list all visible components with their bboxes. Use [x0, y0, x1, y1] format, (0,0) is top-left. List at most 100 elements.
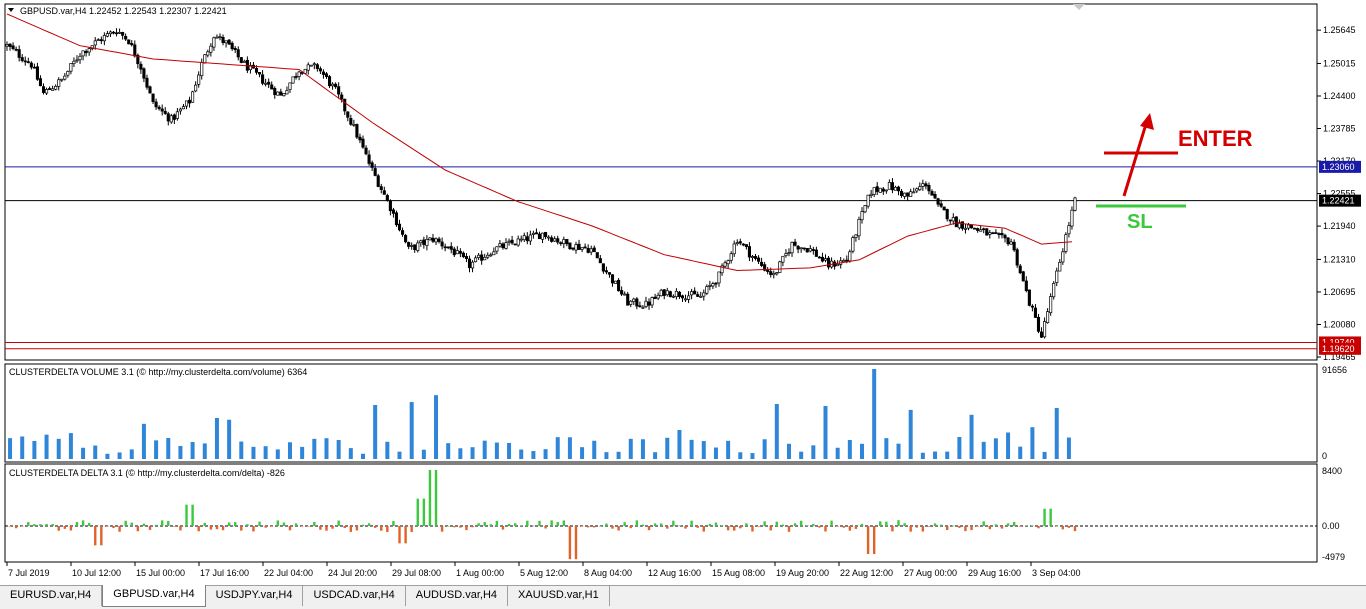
- volume-bar: [458, 448, 463, 459]
- candle-body: [957, 222, 961, 229]
- candlestick-series: [5, 28, 1077, 339]
- delta-bar: [982, 521, 985, 526]
- candle-body: [595, 252, 599, 259]
- candle-body: [455, 250, 459, 255]
- delta-bar: [903, 523, 906, 526]
- candle-body: [553, 238, 557, 242]
- delta-bar: [21, 526, 24, 527]
- candle-body: [66, 71, 70, 76]
- candle-body: [793, 241, 797, 246]
- candle-body: [811, 249, 815, 251]
- candle-body: [428, 237, 432, 241]
- chart-scroll-marker-icon[interactable]: [1073, 4, 1085, 10]
- candle-body: [577, 243, 581, 250]
- delta-bar: [1049, 508, 1052, 526]
- candle-body: [8, 43, 12, 47]
- candle-body: [242, 60, 246, 63]
- price-pane[interactable]: GBPUSD.var,H4 1.22452 1.22543 1.22307 1.…: [4, 3, 1361, 362]
- delta-bar: [294, 523, 298, 526]
- candle-body: [1015, 249, 1019, 266]
- tab-usdjpy[interactable]: USDJPY.var,H4: [206, 586, 304, 606]
- candle-body: [349, 117, 353, 125]
- candle-body: [1036, 316, 1041, 332]
- candle-body: [848, 251, 852, 262]
- volume-bar: [726, 440, 731, 459]
- delta-bar: [696, 526, 699, 528]
- tab-xauusd[interactable]: XAUUSD.var,H1: [508, 586, 610, 606]
- delta-bar: [702, 526, 705, 532]
- time-tick-label: 10 Jul 12:00: [72, 568, 121, 578]
- delta-bar: [209, 526, 213, 530]
- time-tick-label: 19 Aug 20:00: [776, 568, 829, 578]
- candle-body: [495, 246, 499, 252]
- price-tick-label: 1.23785: [1323, 124, 1356, 134]
- candle-body: [57, 79, 61, 87]
- candle-body: [744, 244, 748, 247]
- candle-body: [5, 44, 9, 47]
- volume-bar: [166, 438, 171, 459]
- delta-bar: [1019, 526, 1022, 527]
- chart-menu-arrow-icon[interactable]: [8, 8, 14, 12]
- candle-body: [191, 91, 195, 103]
- candle-body: [1064, 234, 1068, 252]
- delta-bar: [812, 523, 815, 526]
- candle-body: [979, 229, 983, 232]
- volume-bar: [494, 442, 499, 459]
- tab-eurusd[interactable]: EURUSD.var,H4: [0, 586, 103, 606]
- candle-body: [525, 236, 529, 242]
- candle-body: [38, 78, 43, 87]
- volume-bar: [981, 441, 986, 459]
- delta-bar: [885, 521, 888, 526]
- volume-pane[interactable]: CLUSTERDELTA VOLUME 3.1 (© http://my.clu…: [4, 363, 1347, 463]
- delta-bar: [221, 526, 225, 531]
- candle-body: [197, 74, 201, 85]
- delta-bar: [629, 526, 632, 529]
- volume-bar: [105, 453, 110, 459]
- candle-body: [638, 305, 642, 308]
- delta-bar: [745, 523, 748, 526]
- delta-bar: [87, 523, 91, 526]
- delta-bar: [532, 525, 535, 527]
- volume-bar: [713, 447, 718, 459]
- candle-body: [142, 68, 146, 79]
- candle-body: [522, 235, 526, 241]
- candle-body: [936, 198, 940, 205]
- candle-body: [154, 101, 158, 108]
- candle-body: [294, 76, 298, 78]
- delta-bar: [367, 523, 371, 526]
- tab-gbpusd[interactable]: GBPUSD.var,H4: [102, 585, 206, 607]
- candle-body: [623, 293, 627, 296]
- candle-body: [1061, 251, 1065, 263]
- candle-body: [571, 247, 575, 250]
- enter-label: ENTER: [1178, 126, 1253, 151]
- candle-body: [172, 114, 176, 120]
- delta-bar: [392, 521, 395, 526]
- delta-bar: [1073, 526, 1077, 532]
- candle-body: [836, 263, 840, 267]
- price-tick-label: 1.24400: [1323, 91, 1356, 101]
- candle-body: [690, 291, 694, 296]
- candle-body: [1018, 265, 1022, 274]
- volume-bar: [835, 447, 840, 459]
- delta-bar: [964, 526, 967, 532]
- delta-bar: [872, 526, 876, 554]
- volume-bar: [677, 429, 682, 459]
- time-tick-label: 15 Aug 08:00: [712, 568, 765, 578]
- candle-body: [446, 246, 450, 249]
- time-tick-label: 8 Aug 04:00: [584, 568, 632, 578]
- delta-bar: [562, 520, 566, 526]
- delta-bar: [398, 526, 401, 544]
- delta-bar: [568, 526, 572, 560]
- tab-usdcad[interactable]: USDCAD.var,H4: [303, 586, 406, 606]
- delta-bar: [915, 526, 918, 528]
- delta-bar: [830, 520, 833, 526]
- candle-body: [318, 68, 322, 72]
- tab-audusd[interactable]: AUDUSD.var,H4: [406, 586, 509, 606]
- delta-bar: [714, 522, 718, 526]
- delta-pane[interactable]: CLUSTERDELTA DELTA 3.1 (© http://my.clus…: [4, 463, 1345, 563]
- candle-body: [906, 192, 910, 197]
- volume-bar: [701, 441, 706, 459]
- candle-body: [969, 224, 974, 229]
- candle-body: [215, 36, 219, 39]
